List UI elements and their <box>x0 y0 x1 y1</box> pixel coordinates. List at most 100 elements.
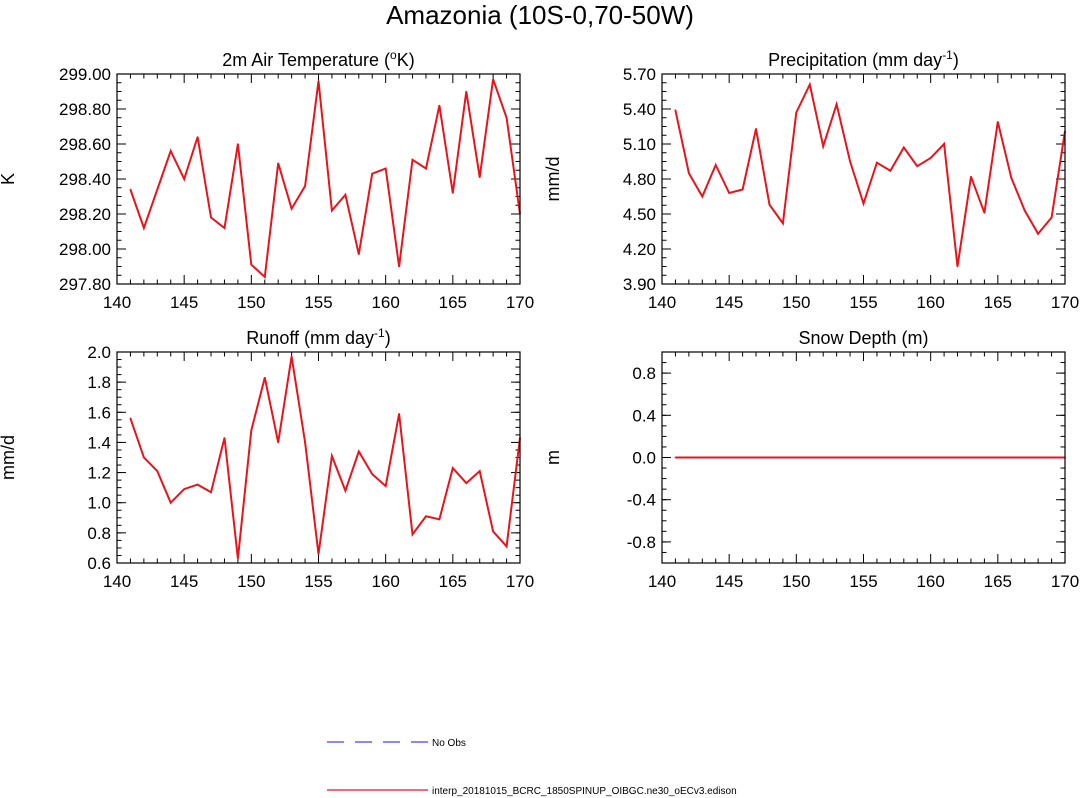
panel-title-main: 2m Air Temperature ( <box>222 50 390 70</box>
y-tick-label: 4.80 <box>623 170 656 189</box>
data-point <box>371 473 374 475</box>
data-point <box>728 192 730 194</box>
x-tick-label: 160 <box>371 572 399 591</box>
data-point <box>1023 209 1026 212</box>
data-point <box>143 456 145 459</box>
x-tick-label: 160 <box>916 572 944 591</box>
data-point <box>223 227 226 229</box>
x-tick-label: 155 <box>849 293 877 312</box>
x-tick-label: 170 <box>506 572 534 591</box>
data-point <box>808 83 811 86</box>
data-point <box>290 207 293 210</box>
x-tick-label: 145 <box>170 293 198 312</box>
legend-model-label: interp_20181015_BCRC_1850SPINUP_OIBGC.ne… <box>432 786 737 797</box>
data-point <box>903 146 905 149</box>
data-point <box>344 489 347 492</box>
data-point <box>223 437 226 439</box>
data-point <box>452 467 454 469</box>
x-tick-label: 150 <box>237 572 265 591</box>
x-tick-label: 165 <box>984 293 1012 312</box>
data-point <box>317 80 320 82</box>
plot-frame <box>116 73 521 285</box>
panel-title: Runoff (mm day-1) <box>246 326 390 348</box>
series-line-model <box>674 81 1066 267</box>
y-tick-label: 0.4 <box>632 406 656 425</box>
x-tick-label: 165 <box>439 572 467 591</box>
y-tick-label: 298.20 <box>59 205 111 224</box>
data-point <box>835 103 838 106</box>
data-point <box>210 216 212 219</box>
data-point <box>304 185 306 187</box>
x-tick-label: 160 <box>371 293 399 312</box>
plot-frame <box>661 73 1066 285</box>
x-tick-label: 140 <box>103 572 131 591</box>
panel-title-superscript: -1 <box>942 48 953 62</box>
figure-title: Amazonia (10S-0,70-50W) <box>386 0 694 30</box>
y-tick-label: 1.2 <box>87 464 111 483</box>
y-tick-label: 298.80 <box>59 100 111 119</box>
data-point <box>438 518 441 521</box>
data-point <box>183 178 185 180</box>
x-tick-label: 145 <box>715 293 743 312</box>
data-point <box>317 553 320 555</box>
x-tick-label: 155 <box>304 293 332 312</box>
data-point <box>129 417 132 420</box>
legend-obs-label: No Obs <box>432 738 466 749</box>
data-point <box>997 121 999 123</box>
data-point <box>822 145 824 148</box>
panel-title: Precipitation (mm day-1) <box>768 48 959 70</box>
x-tick-label: 170 <box>506 293 534 312</box>
data-point <box>452 192 454 194</box>
data-point <box>384 167 387 170</box>
panel-air-temperature: 2m Air Temperature (oK) K 140 145 150 155 160 1… <box>0 48 534 312</box>
y-tick-label: 2.0 <box>87 343 111 362</box>
data-point <box>196 483 199 486</box>
y-tick-label: 5.10 <box>623 135 656 154</box>
data-point <box>210 491 212 493</box>
data-point <box>916 165 919 167</box>
data-point <box>478 470 481 472</box>
y-tick-label: 5.40 <box>623 100 656 119</box>
plot-frame <box>661 351 1066 564</box>
data-point <box>425 515 427 518</box>
data-point <box>398 412 400 415</box>
y-tick-label: 5.70 <box>623 65 656 84</box>
y-tick-label: 299.00 <box>59 65 111 84</box>
y-tick-label: 1.6 <box>87 403 111 422</box>
y-tick-label: 0.8 <box>632 364 656 383</box>
x-tick-label: 170 <box>1051 572 1079 591</box>
y-tick-label: 298.40 <box>59 170 111 189</box>
x-tick-label: 150 <box>237 293 265 312</box>
x-tick-label: 140 <box>648 572 676 591</box>
panel-title-main: Snow Depth (m) <box>798 328 928 348</box>
data-point <box>398 265 400 268</box>
y-tick-label: 297.80 <box>59 275 111 294</box>
x-tick-label: 155 <box>304 572 332 591</box>
panel-title-end: ) <box>953 50 959 70</box>
data-point <box>196 136 199 138</box>
data-point <box>889 170 892 172</box>
y-tick-label: 0.0 <box>632 449 656 468</box>
panel-title-main: Runoff (mm day <box>246 328 374 348</box>
y-tick-label: 4.20 <box>623 240 656 259</box>
data-point <box>277 162 280 165</box>
data-point <box>358 450 360 453</box>
y-tick-label: 3.90 <box>623 275 656 294</box>
x-tick-label: 165 <box>984 572 1012 591</box>
y-tick-label: 298.60 <box>59 135 111 154</box>
data-point <box>688 172 690 174</box>
data-point <box>304 441 306 444</box>
data-point <box>290 355 293 358</box>
panel-precipitation: Precipitation (mm day-1) mm/d 140 145 150 155… <box>543 48 1079 312</box>
y-tick-label: 0.6 <box>87 554 111 573</box>
data-point <box>674 456 677 459</box>
data-point <box>438 104 441 107</box>
x-tick-label: 145 <box>170 572 198 591</box>
data-point <box>465 482 468 484</box>
y-axis-label: mm/d <box>543 157 563 202</box>
data-point <box>970 175 972 178</box>
data-point <box>237 557 239 560</box>
data-point <box>1037 233 1039 235</box>
y-axis-label: mm/d <box>0 435 18 480</box>
data-point <box>849 160 851 163</box>
